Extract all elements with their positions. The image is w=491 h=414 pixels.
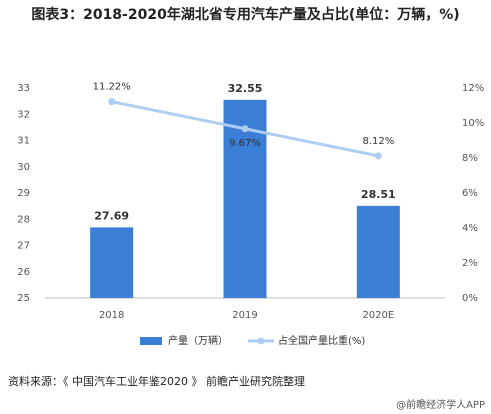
line-value-label: 11.22% [93, 82, 131, 93]
y-tick-label: 30 [17, 162, 30, 173]
legend-label: 产量（万辆） [168, 334, 228, 347]
line-point [241, 125, 249, 133]
chart-title: 图表3：2018-2020年湖北省专用汽车产量及占比(单位：万辆，%) [31, 7, 460, 23]
y-tick-label: 27 [17, 241, 30, 252]
brand: @前瞻经济学人APP [396, 400, 485, 411]
bar [90, 227, 134, 298]
y-tick-label: 32 [17, 109, 30, 120]
y-tick-label: 33 [17, 83, 30, 94]
y-tick-label: 25 [17, 293, 30, 304]
line-value-label: 8.12% [362, 136, 394, 147]
source-note: 资料来源：《 中国汽车工业年鉴2020 》 前瞻产业研究院整理 [8, 375, 305, 388]
y-tick-label: 29 [17, 188, 30, 199]
y-tick-label: 28 [17, 214, 30, 225]
x-tick-label: 2018 [99, 310, 124, 321]
x-tick-label: 2020E [362, 310, 394, 321]
bar-value-label: 28.51 [361, 188, 396, 201]
y2-tick-label: 10% [462, 118, 484, 129]
line-point [374, 152, 382, 160]
y2-tick-label: 0% [462, 293, 478, 304]
y2-tick-label: 6% [462, 188, 478, 199]
bar-value-label: 32.55 [228, 82, 263, 95]
y2-tick-label: 8% [462, 153, 478, 164]
y2-tick-label: 4% [462, 223, 478, 234]
bar-value-label: 27.69 [94, 209, 129, 222]
legend-swatch [140, 337, 162, 345]
line-point [108, 98, 116, 106]
y-tick-label: 31 [17, 136, 30, 147]
y-tick-label: 26 [17, 267, 30, 278]
chart: 25 26 27 28 29 30 31 32 33 0% 2% 4% 6% 8% 10% 12% 2018 20… [17, 82, 484, 347]
bar [356, 205, 400, 298]
y2-tick-label: 12% [462, 83, 484, 94]
y2-tick-label: 2% [462, 258, 478, 269]
legend-swatch [257, 337, 265, 345]
line-value-label: 9.67% [229, 138, 261, 149]
x-tick-label: 2019 [232, 310, 257, 321]
legend-label: 占全国产量比重(%) [278, 334, 365, 347]
